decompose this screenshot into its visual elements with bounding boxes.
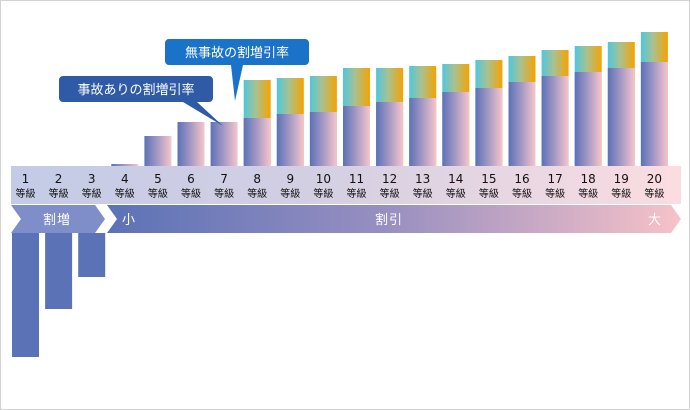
with-accident-bar <box>177 122 205 166</box>
grade-label-strip <box>11 166 681 204</box>
grade-unit-label: 等級 <box>148 187 168 200</box>
grade-unit-label: 等級 <box>347 187 367 200</box>
grade-tick-label: 16 <box>514 172 529 186</box>
with-accident-bar <box>541 76 569 166</box>
grade-unit-label: 等級 <box>214 187 234 200</box>
grade-unit-label: 等級 <box>479 187 499 200</box>
grade-tick-label: 10 <box>316 172 331 186</box>
with-accident-bar <box>276 114 304 166</box>
grade-unit-label: 等級 <box>16 187 36 200</box>
grade-unit-label: 等級 <box>313 187 333 200</box>
grade-tick-label: 8 <box>253 172 261 186</box>
discount-band-small-label: 小 <box>122 213 136 228</box>
grade-unit-label: 等級 <box>115 187 135 200</box>
discount-band-large-label: 大 <box>648 213 662 228</box>
grade-tick-label: 6 <box>187 172 195 186</box>
grade-unit-label: 等級 <box>82 187 102 200</box>
grade-tick-label: 19 <box>614 172 629 186</box>
grade-unit-label: 等級 <box>181 187 201 200</box>
callout-no-accident-text: 無事故の割増引率 <box>185 45 289 61</box>
grade-tick-label: 18 <box>581 172 596 186</box>
grade-tick-label: 9 <box>286 172 294 186</box>
with-accident-bar <box>508 82 536 166</box>
grade-unit-label: 等級 <box>578 187 598 200</box>
grade-tick-label: 13 <box>415 172 430 186</box>
with-accident-bar <box>607 68 635 166</box>
grade-unit-label: 等級 <box>49 187 69 200</box>
with-accident-bar <box>640 62 668 166</box>
grade-tick-label: 15 <box>481 172 496 186</box>
grade-tick-label: 4 <box>121 172 129 186</box>
grade-tick-label: 12 <box>382 172 397 186</box>
with-accident-bar <box>210 122 238 166</box>
grade-unit-label: 等級 <box>380 187 400 200</box>
with-accident-bar <box>442 92 470 166</box>
grade-tick-label: 1 <box>22 172 30 186</box>
grade-unit-label: 等級 <box>512 187 532 200</box>
callout-no-accident: 無事故の割増引率 <box>165 39 309 101</box>
with-accident-bars <box>111 62 668 166</box>
callout-with-accident: 事故ありの割増引率 <box>59 76 223 126</box>
callout-with-accident-bubble <box>59 76 223 126</box>
callout-no-accident-bubble <box>165 39 309 101</box>
surcharge-bar <box>12 233 39 357</box>
grade-unit-label: 等級 <box>280 187 300 200</box>
grade-unit-label: 等級 <box>247 187 267 200</box>
with-accident-bar <box>409 98 437 166</box>
with-accident-bar <box>309 112 337 166</box>
grade-tick-label: 20 <box>647 172 662 186</box>
with-accident-bar <box>475 88 503 166</box>
surcharge-bar <box>45 233 73 309</box>
grade-tick-label: 17 <box>547 172 562 186</box>
surcharge-bars <box>12 233 106 357</box>
grade-unit-label: 等級 <box>644 187 664 200</box>
surcharge-band-label: 割増 <box>43 212 71 228</box>
grade-unit-label: 等級 <box>446 187 466 200</box>
surcharge-band <box>11 205 105 233</box>
grade-labels: 1等級2等級3等級4等級5等級6等級7等級8等級9等級10等級11等級12等級1… <box>16 172 665 200</box>
with-accident-bar <box>343 106 370 166</box>
grade-tick-label: 5 <box>154 172 162 186</box>
grade-tick-label: 7 <box>220 172 228 186</box>
grade-unit-label: 等級 <box>545 187 565 200</box>
grade-tick-label: 3 <box>88 172 96 186</box>
grade-tick-label: 14 <box>448 172 463 186</box>
discount-band <box>107 205 681 233</box>
grade-tick-label: 11 <box>349 172 364 186</box>
grade-unit-label: 等級 <box>611 187 631 200</box>
with-accident-bar <box>144 136 172 166</box>
with-accident-bar <box>111 164 139 166</box>
surcharge-bar <box>78 233 106 277</box>
grade-unit-label: 等級 <box>413 187 433 200</box>
with-accident-bar <box>243 118 271 166</box>
with-accident-bar <box>376 102 404 166</box>
discount-band-label: 割引 <box>375 212 403 228</box>
grade-tick-label: 2 <box>55 172 63 186</box>
with-accident-bar <box>574 72 602 166</box>
callout-with-accident-text: 事故ありの割増引率 <box>77 82 194 98</box>
